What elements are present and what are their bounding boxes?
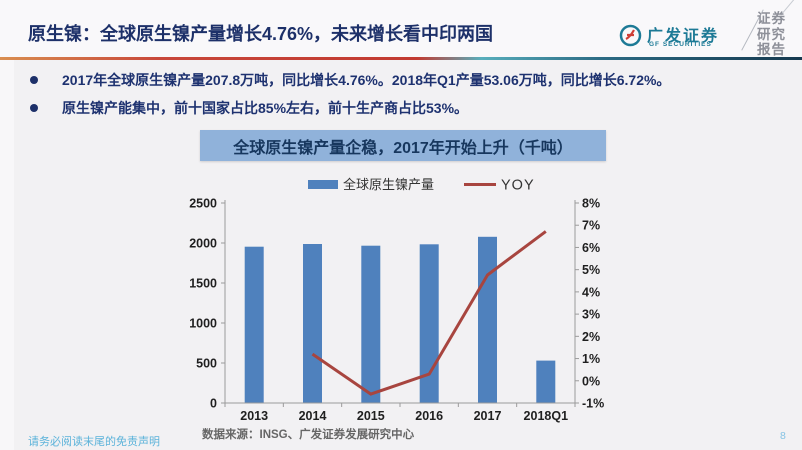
bar-2014 — [303, 244, 322, 403]
left-axis-label: 1500 — [189, 277, 217, 291]
x-axis-label: 2013 — [240, 409, 268, 423]
bar-2017 — [478, 236, 497, 403]
production-chart: 全球原生镍产量 YOY 0 500 1000 1500 2000 2500 -1% 0% 1% 2… — [189, 177, 604, 423]
right-axis-label: 6% — [582, 241, 600, 255]
right-axis-label: 4% — [582, 285, 600, 299]
left-axis-label: 2000 — [189, 237, 217, 251]
bullet-item: 2017年全球原生镍产量207.8万吨，同比增长4.76%。2018年Q1产量5… — [30, 71, 775, 89]
yoy-line — [311, 230, 547, 396]
x-axis-label: 2014 — [299, 409, 327, 423]
page-title: 原生镍：全球原生镍产量增长4.76%，未来增长看中印两国 — [28, 24, 494, 44]
x-axis-label: 2018Q1 — [524, 409, 569, 423]
bullet-item: 原生镍产能集中，前十国家占比85%左右，前十生产商占比53%。 — [30, 99, 775, 117]
left-axis-label: 0 — [210, 397, 217, 411]
chart-title-text: 全球原生镍产量企稳，2017年开始上升（千吨） — [233, 139, 573, 157]
brand-subtitle: GF SECURITIES — [649, 41, 712, 48]
left-axis-label: 1000 — [189, 317, 217, 331]
legend-line-label: YOY — [501, 178, 535, 194]
header-band — [0, 0, 802, 57]
gf-securities-logo-icon — [619, 24, 642, 47]
bullet-list: 2017年全球原生镍产量207.8万吨，同比增长4.76%。2018年Q1产量5… — [30, 71, 775, 127]
right-axis-label: 0% — [582, 374, 600, 388]
bar-2013 — [244, 246, 264, 403]
left-axis-label: 500 — [196, 357, 217, 371]
bar-2015 — [361, 245, 381, 403]
data-source-note: 数据来源：INSG、广发证券发展研究中心 — [202, 429, 415, 441]
legend-bar-swatch — [308, 180, 338, 189]
bullet-text: 2017年全球原生镍产量207.8万吨，同比增长4.76%。2018年Q1产量5… — [62, 72, 671, 88]
right-axis-label: 1% — [582, 352, 600, 366]
page-number: 8 — [780, 430, 786, 442]
x-axis-label: 2016 — [415, 409, 443, 423]
legend-bar-label: 全球原生镍产量 — [343, 177, 434, 192]
header-divider-line — [0, 57, 802, 60]
brand-name: 广发证券 — [647, 28, 720, 45]
left-axis-label: 2500 — [189, 197, 217, 211]
bullet-dot-icon — [30, 104, 38, 112]
right-axis-label: -1% — [582, 397, 604, 411]
right-axis-label: 7% — [582, 219, 600, 233]
left-margin-strip — [0, 0, 14, 450]
bullet-dot-icon — [30, 76, 38, 84]
chart-title-banner: 全球原生镍产量企稳，2017年开始上升（千吨） — [200, 130, 606, 161]
x-axis-label: 2017 — [474, 409, 502, 423]
right-axis-label: 8% — [582, 197, 600, 211]
bar-2018Q1 — [536, 360, 556, 403]
bar-2016 — [419, 244, 439, 403]
footer-disclaimer: 请务必阅读末尾的免责声明 — [28, 436, 160, 448]
right-axis-label: 5% — [582, 263, 600, 277]
bullet-text: 原生镍产能集中，前十国家占比85%左右，前十生产商占比53%。 — [62, 100, 469, 116]
right-axis-label: 2% — [582, 330, 600, 344]
report-type-label: 证券研究报告 — [757, 11, 786, 57]
x-axis-label: 2015 — [357, 409, 385, 423]
right-axis-label: 3% — [582, 308, 600, 322]
